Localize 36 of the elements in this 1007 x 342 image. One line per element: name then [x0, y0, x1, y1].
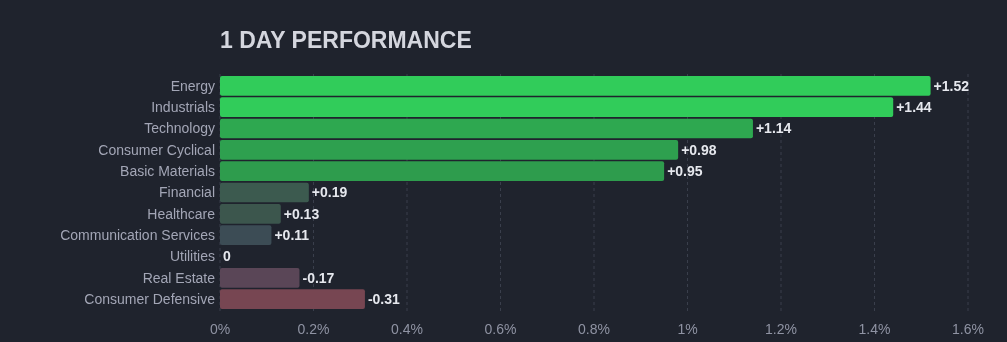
data-label: -0.17	[302, 269, 335, 286]
data-label: +1.52	[933, 77, 970, 94]
y-tick-label: Utilities	[169, 248, 215, 265]
y-tick-label: Communication Services	[60, 227, 215, 244]
bar	[220, 289, 365, 309]
x-tick-label: 1.6%	[952, 320, 984, 337]
y-tick-label: Consumer Defensive	[84, 291, 216, 308]
x-tick-label: 1.2%	[765, 320, 797, 337]
y-tick-label: Financial	[158, 184, 215, 201]
x-tick-label: 1%	[677, 320, 698, 337]
y-tick-label: Healthcare	[147, 205, 216, 222]
x-tick-label: 0.4%	[391, 320, 423, 337]
y-tick-label: Basic Materials	[120, 163, 215, 180]
data-label: +1.14	[755, 120, 792, 137]
x-tick-label: 1.4%	[858, 320, 891, 337]
x-tick-label: 0.8%	[578, 320, 610, 337]
data-label: +0.11	[274, 227, 310, 244]
data-label: 0	[223, 248, 231, 265]
data-label: -0.31	[367, 291, 401, 308]
y-tick-label: Consumer Cyclical	[98, 141, 215, 158]
data-label: +0.19	[311, 184, 348, 201]
bar	[220, 268, 300, 288]
data-label: +0.95	[667, 163, 703, 180]
bar	[220, 182, 309, 203]
x-tick-label: 0.6%	[484, 320, 517, 337]
y-tick-label: Real Estate	[142, 269, 216, 286]
y-tick-label: Industrials	[151, 99, 215, 116]
data-label: +1.44	[896, 99, 932, 116]
data-label: +0.98	[681, 141, 717, 158]
x-tick-label: 0%	[209, 320, 231, 337]
bar	[220, 118, 753, 139]
y-tick-label: Energy	[170, 77, 215, 94]
y-tick-label: Technology	[144, 120, 215, 137]
chart-title: 1 DAY PERFORMANCE	[220, 27, 472, 53]
x-tick-label: 0.2%	[297, 320, 330, 337]
data-label: +0.13	[283, 205, 320, 222]
